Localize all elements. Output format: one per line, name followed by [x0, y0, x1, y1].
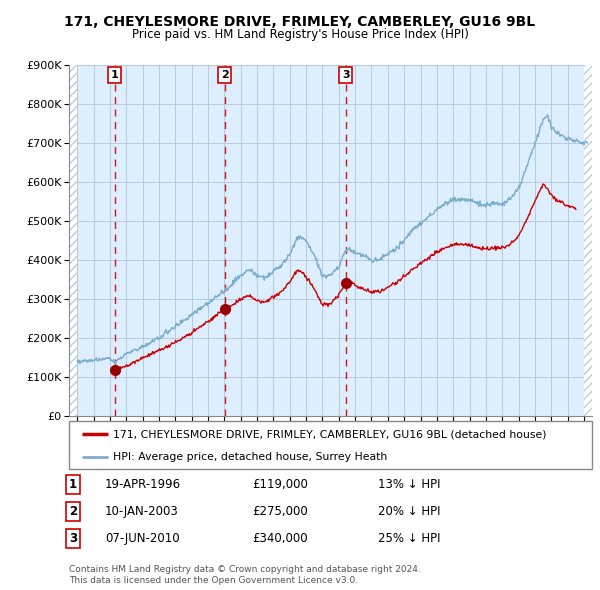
Text: 2: 2	[69, 505, 77, 518]
Text: £340,000: £340,000	[252, 532, 308, 545]
Text: £119,000: £119,000	[252, 478, 308, 491]
Text: 13% ↓ HPI: 13% ↓ HPI	[378, 478, 440, 491]
Text: HPI: Average price, detached house, Surrey Heath: HPI: Average price, detached house, Surr…	[113, 452, 388, 462]
Text: 10-JAN-2003: 10-JAN-2003	[105, 505, 179, 518]
Text: 25% ↓ HPI: 25% ↓ HPI	[378, 532, 440, 545]
Text: Price paid vs. HM Land Registry's House Price Index (HPI): Price paid vs. HM Land Registry's House …	[131, 28, 469, 41]
Text: 3: 3	[342, 70, 350, 80]
Text: 1: 1	[69, 478, 77, 491]
Text: Contains HM Land Registry data © Crown copyright and database right 2024.: Contains HM Land Registry data © Crown c…	[69, 565, 421, 574]
Text: This data is licensed under the Open Government Licence v3.0.: This data is licensed under the Open Gov…	[69, 576, 358, 585]
Text: 3: 3	[69, 532, 77, 545]
Text: 20% ↓ HPI: 20% ↓ HPI	[378, 505, 440, 518]
Text: 171, CHEYLESMORE DRIVE, FRIMLEY, CAMBERLEY, GU16 9BL (detached house): 171, CHEYLESMORE DRIVE, FRIMLEY, CAMBERL…	[113, 429, 547, 439]
Text: £275,000: £275,000	[252, 505, 308, 518]
Text: 2: 2	[221, 70, 229, 80]
Text: 19-APR-1996: 19-APR-1996	[105, 478, 181, 491]
FancyBboxPatch shape	[69, 421, 592, 469]
Text: 1: 1	[111, 70, 119, 80]
Text: 171, CHEYLESMORE DRIVE, FRIMLEY, CAMBERLEY, GU16 9BL: 171, CHEYLESMORE DRIVE, FRIMLEY, CAMBERL…	[64, 15, 536, 30]
Text: 07-JUN-2010: 07-JUN-2010	[105, 532, 179, 545]
